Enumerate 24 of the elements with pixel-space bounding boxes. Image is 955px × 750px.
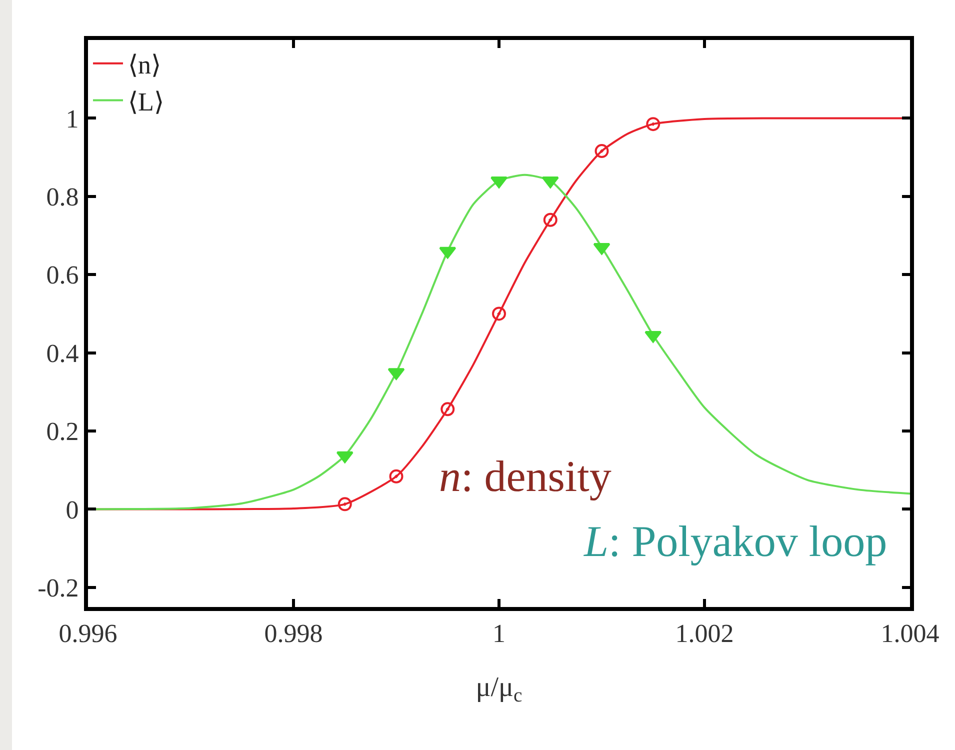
point — [336, 451, 354, 464]
y-tick-label: -0.2 — [38, 574, 79, 603]
point — [492, 306, 506, 321]
point — [439, 246, 456, 259]
point — [338, 497, 352, 512]
point — [389, 469, 404, 484]
y-tick-label: 0.4 — [46, 338, 79, 368]
annotation: L: Polyakov loop — [583, 517, 888, 566]
legend-label: ⟨L⟩ — [128, 87, 164, 116]
point — [644, 330, 662, 343]
y-tick-label: 0.6 — [46, 260, 79, 290]
y-tick-label: 0.2 — [46, 417, 79, 446]
y-tick-label: 1 — [66, 104, 79, 134]
x-axis-title: μ/μ$_{c}$ — [476, 672, 523, 707]
annotation: n: density — [439, 452, 612, 501]
x-tick-label: 1 — [492, 619, 506, 648]
x-tick-label: 1.004 — [880, 619, 940, 648]
x-tick-label: 0.998 — [264, 619, 323, 648]
point — [440, 402, 455, 416]
y-tick-label: 0 — [66, 495, 79, 524]
x-tick-label: 0.996 — [58, 619, 118, 648]
x-tick-label: 1.002 — [675, 619, 734, 648]
legend-label: ⟨n⟩ — [128, 50, 161, 80]
y-tick-label: 0.8 — [46, 182, 79, 212]
